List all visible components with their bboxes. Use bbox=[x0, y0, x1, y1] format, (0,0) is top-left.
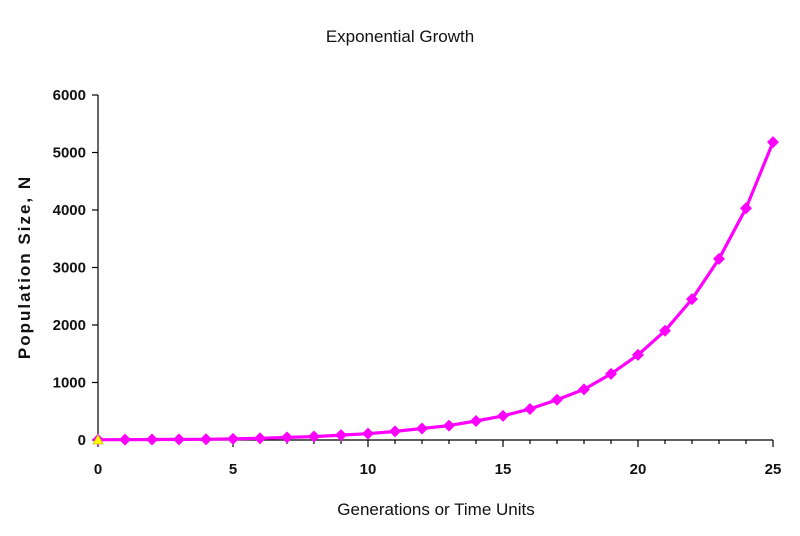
y-tick-label: 5000 bbox=[53, 145, 86, 162]
x-tick-label: 10 bbox=[360, 461, 377, 478]
data-point bbox=[524, 402, 536, 415]
data-point bbox=[335, 429, 347, 442]
data-point bbox=[578, 383, 590, 396]
x-tick-label: 20 bbox=[630, 461, 647, 478]
data-point bbox=[605, 367, 617, 380]
data-point bbox=[713, 252, 725, 265]
data-point bbox=[659, 324, 671, 337]
data-point bbox=[308, 430, 320, 443]
data-point bbox=[497, 409, 509, 422]
data-point bbox=[173, 433, 185, 446]
data-point bbox=[632, 348, 644, 361]
y-tick-label: 4000 bbox=[53, 202, 86, 219]
data-point bbox=[281, 431, 293, 444]
y-axis-label: Population Size, N bbox=[15, 175, 34, 359]
y-tick-label: 6000 bbox=[53, 87, 86, 104]
data-point bbox=[767, 136, 779, 149]
y-tick-label: 3000 bbox=[53, 260, 86, 277]
data-point bbox=[146, 433, 158, 446]
y-tick-label: 1000 bbox=[53, 375, 86, 392]
y-axis: 0 1000 2000 3000 4000 5000 6000 bbox=[53, 87, 99, 449]
data-point bbox=[416, 422, 428, 435]
x-axis-label: Generations or Time Units bbox=[337, 500, 534, 519]
x-ticks: 0 5 10 15 20 25 bbox=[94, 440, 782, 478]
plot-area bbox=[92, 136, 779, 446]
y-tick-label: 2000 bbox=[53, 317, 86, 334]
data-point bbox=[686, 293, 698, 306]
chart-title: Exponential Growth bbox=[326, 27, 474, 46]
start-marker bbox=[92, 434, 104, 445]
data-point bbox=[740, 202, 752, 215]
data-point bbox=[470, 415, 482, 428]
x-axis: 0 5 10 15 20 25 bbox=[94, 439, 782, 478]
data-point bbox=[443, 419, 455, 432]
data-point bbox=[254, 432, 266, 445]
y-tick-label: 0 bbox=[78, 432, 86, 449]
data-point bbox=[119, 433, 131, 446]
data-point bbox=[551, 393, 563, 406]
data-point bbox=[227, 432, 239, 445]
x-tick-label: 25 bbox=[765, 461, 782, 478]
x-tick-label: 15 bbox=[495, 461, 512, 478]
x-tick-label: 5 bbox=[229, 461, 237, 478]
series-line bbox=[98, 141, 775, 442]
data-point bbox=[389, 425, 401, 438]
x-tick-label: 0 bbox=[94, 461, 102, 478]
data-point bbox=[200, 433, 212, 446]
data-point bbox=[362, 427, 374, 440]
y-ticks: 0 1000 2000 3000 4000 5000 6000 bbox=[53, 87, 98, 449]
